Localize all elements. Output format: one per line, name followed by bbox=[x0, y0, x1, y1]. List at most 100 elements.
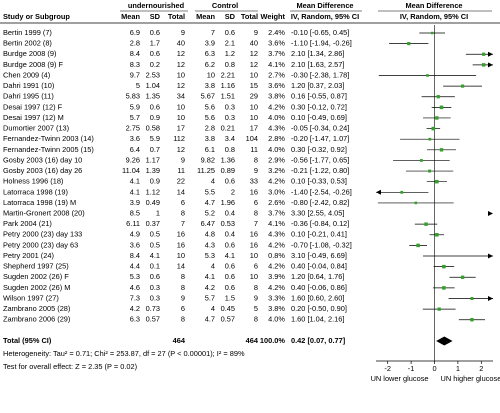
cell: 0.6 bbox=[225, 262, 235, 271]
cell: 5.67 bbox=[201, 92, 215, 101]
effect-square bbox=[481, 63, 486, 67]
cell: 2.21 bbox=[221, 70, 235, 79]
cell: 16 bbox=[250, 240, 258, 249]
cell: 34 bbox=[177, 92, 185, 101]
cell: 11 bbox=[250, 145, 258, 154]
cell: 0.45 bbox=[221, 304, 235, 313]
cell: 10 bbox=[207, 70, 215, 79]
cell: 16 bbox=[177, 230, 185, 239]
cell: 1.96 bbox=[221, 198, 235, 207]
effect-square bbox=[470, 297, 474, 300]
study-name: Petry 2001 (24) bbox=[3, 251, 54, 260]
effect-square bbox=[426, 74, 429, 77]
weight: 3.8% bbox=[268, 92, 285, 101]
col-header: SD bbox=[150, 12, 161, 21]
cell: 6.1 bbox=[205, 145, 215, 154]
cell: 7.3 bbox=[130, 293, 140, 302]
cell: 9.26 bbox=[126, 155, 140, 164]
md-label: 0.16 [-0.55, 0.87] bbox=[291, 92, 347, 101]
cell: 10 bbox=[250, 113, 258, 122]
cell: 5 bbox=[254, 304, 258, 313]
ci-arrow bbox=[488, 62, 493, 68]
effect-square bbox=[482, 52, 486, 56]
axis-note: UN higher glucose bbox=[441, 374, 500, 383]
weight: 4.2% bbox=[268, 262, 285, 271]
effect-square bbox=[407, 42, 411, 46]
md-header: Mean Difference bbox=[405, 1, 462, 10]
cell: 10 bbox=[250, 272, 258, 281]
md-label: 2.10 [1.63, 2.57] bbox=[291, 60, 344, 69]
cell: 8 bbox=[181, 315, 185, 324]
md-label: 1.60 [1.04, 2.16] bbox=[291, 315, 344, 324]
cell: 12 bbox=[177, 49, 185, 58]
study-name: Zambrano 2005 (28) bbox=[3, 304, 70, 313]
weight: 4.0% bbox=[268, 145, 285, 154]
cell: 5.7 bbox=[130, 113, 140, 122]
tick-label: 1 bbox=[456, 364, 460, 373]
cell: 4.2 bbox=[205, 283, 215, 292]
cell: 8.5 bbox=[130, 208, 140, 217]
cell: 3.4 bbox=[225, 134, 235, 143]
md-label: 3.30 [2.55, 4.05] bbox=[291, 208, 344, 217]
cell: 0.7 bbox=[150, 145, 160, 154]
cell: 1.51 bbox=[221, 92, 235, 101]
tick-label: 0 bbox=[432, 364, 436, 373]
cell: 0.3 bbox=[150, 283, 160, 292]
cell: 2 bbox=[231, 187, 235, 196]
cell: 22 bbox=[177, 177, 185, 186]
cell: 12 bbox=[177, 60, 185, 69]
summary-diamond bbox=[436, 336, 453, 346]
method-header: IV, Random, 95% CI bbox=[291, 12, 359, 21]
effect-square bbox=[439, 148, 444, 152]
cell: 0.9 bbox=[150, 177, 160, 186]
group2-header: Control bbox=[212, 1, 238, 10]
tick-label: -2 bbox=[384, 364, 391, 373]
weight: 3.6% bbox=[268, 81, 285, 90]
weight: 2.8% bbox=[268, 134, 285, 143]
cell: 0.6 bbox=[150, 102, 160, 111]
cell: 0.3 bbox=[225, 113, 235, 122]
total-label: Total (95% CI) bbox=[3, 336, 52, 345]
cell: 10 bbox=[177, 251, 185, 260]
study-header: Study or Subgroup bbox=[3, 12, 70, 21]
cell: 0.6 bbox=[225, 177, 235, 186]
cell: 0.6 bbox=[150, 49, 160, 58]
cell: 2.8 bbox=[130, 39, 140, 48]
cell: 1.35 bbox=[146, 92, 160, 101]
cell: 0.5 bbox=[150, 230, 160, 239]
cell: 15 bbox=[250, 81, 258, 90]
cell: 0.58 bbox=[146, 124, 160, 133]
cell: 12 bbox=[250, 49, 258, 58]
study-name: Latorraca 1998 (19) M bbox=[3, 198, 76, 207]
col-header: SD bbox=[225, 12, 236, 21]
md-label: 1.20 [0.64, 1.76] bbox=[291, 272, 344, 281]
tick-label: -1 bbox=[408, 364, 415, 373]
effect-square bbox=[435, 116, 439, 120]
weight: 3.7% bbox=[268, 208, 285, 217]
cell: 0.6 bbox=[225, 272, 235, 281]
cell: 1.16 bbox=[221, 81, 235, 90]
md-header: Mean Difference bbox=[296, 1, 353, 10]
cell: 1.17 bbox=[146, 155, 160, 164]
md-label: -0.70 [-1.08, -0.32] bbox=[291, 240, 352, 249]
weight: 4.0% bbox=[268, 113, 285, 122]
cell: 14 bbox=[177, 187, 185, 196]
cell: 12 bbox=[177, 145, 185, 154]
cell: 9 bbox=[181, 293, 185, 302]
cell: 2.75 bbox=[126, 124, 140, 133]
weight: 4.1% bbox=[268, 60, 285, 69]
study-name: Zambrano 2006 (29) bbox=[3, 315, 70, 324]
col-header: Total bbox=[241, 12, 258, 21]
method-header: IV, Random, 95% CI bbox=[400, 12, 468, 21]
cell: 11 bbox=[177, 166, 185, 175]
md-label: -0.05 [-0.34, 0.24] bbox=[291, 124, 349, 133]
effect-square bbox=[416, 243, 420, 248]
weight: 3.8% bbox=[268, 304, 285, 313]
cell: 1.04 bbox=[146, 81, 160, 90]
md-label: 0.40 [-0.06, 0.86] bbox=[291, 283, 347, 292]
weight: 4.2% bbox=[268, 240, 285, 249]
cell: 5.5 bbox=[205, 187, 215, 196]
tick-label: 2 bbox=[479, 364, 483, 373]
cell: 4.1 bbox=[225, 251, 235, 260]
cell: 4.6 bbox=[130, 283, 140, 292]
